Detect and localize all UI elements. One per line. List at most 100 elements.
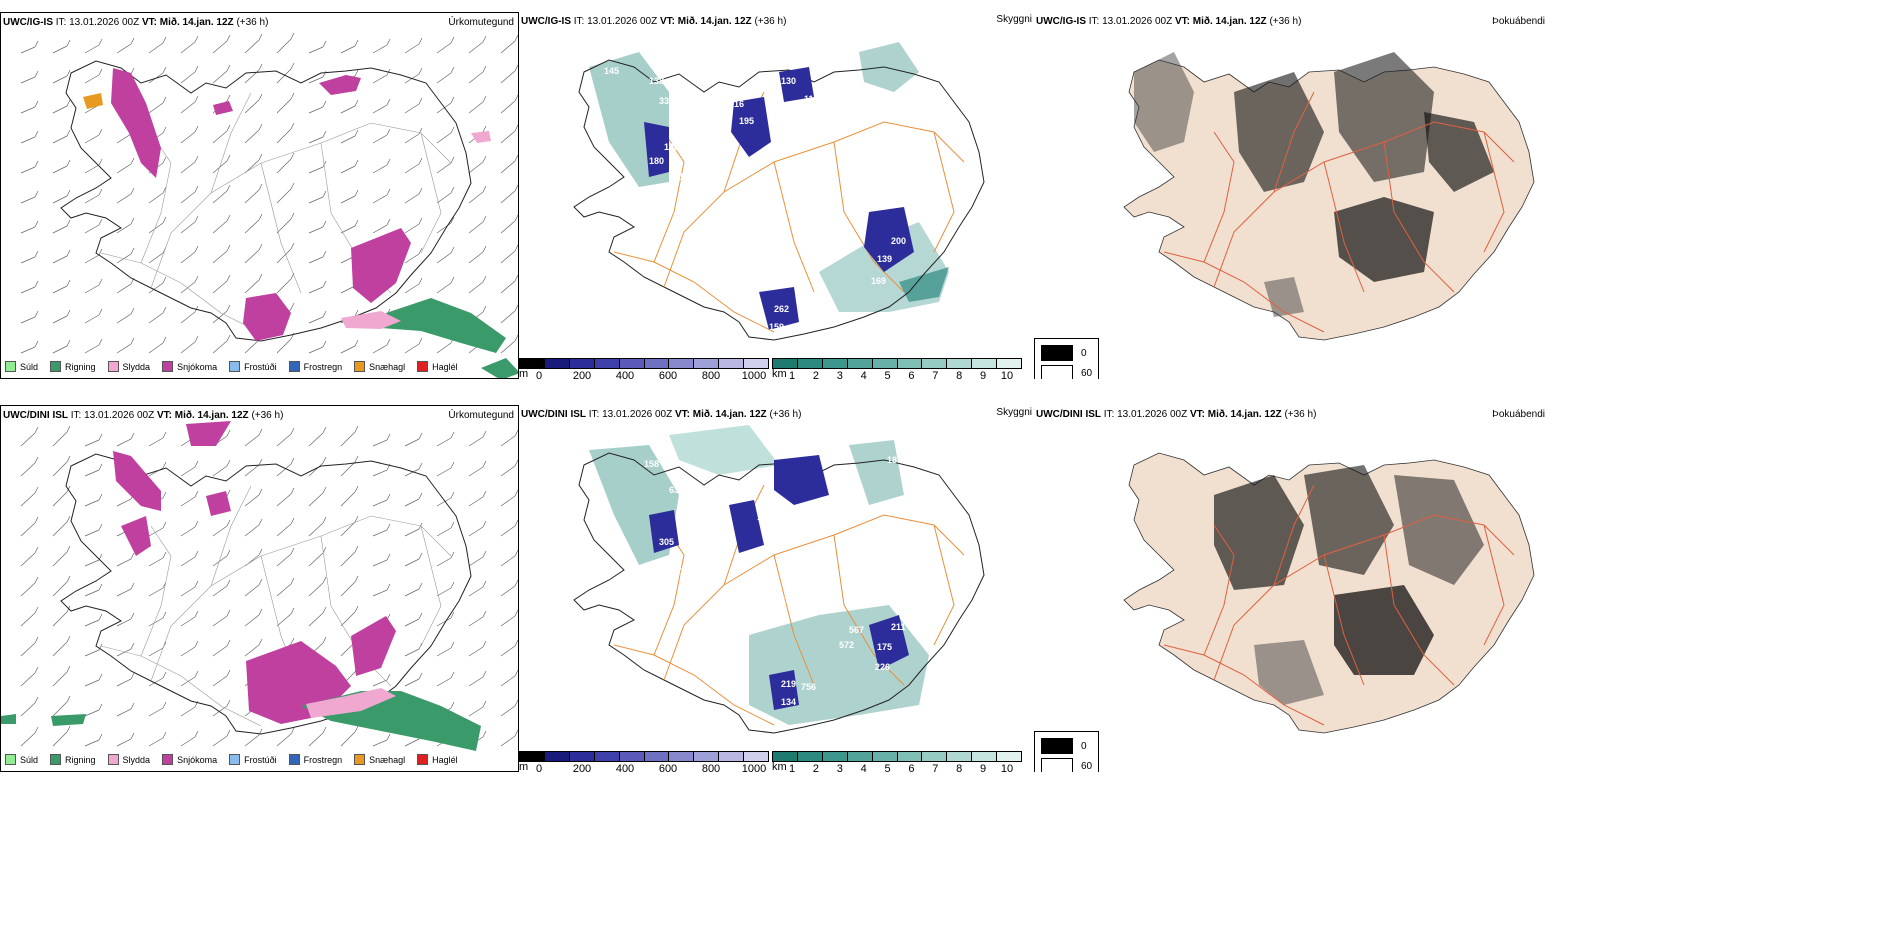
- wind-barb-tick: [322, 280, 327, 288]
- wind-barb-tick: [66, 635, 71, 643]
- wind-barb: [340, 551, 356, 567]
- wind-barb-tick: [354, 129, 359, 137]
- wind-barb: [180, 131, 196, 144]
- wind-barb: [180, 221, 196, 234]
- wind-barb: [244, 614, 260, 627]
- wind-barb: [52, 461, 68, 477]
- colorbar-tick: 600: [658, 763, 678, 772]
- legend-swatch: [417, 361, 429, 372]
- wind-barb: [404, 528, 420, 537]
- wind-barb: [116, 648, 132, 657]
- wind-barb-tick: [226, 274, 231, 282]
- wind-barb: [308, 612, 324, 627]
- wind-barb: [244, 219, 260, 234]
- wind-barb: [436, 467, 452, 477]
- wind-barb: [436, 192, 452, 204]
- wind-barb: [404, 738, 420, 747]
- wind-barb: [500, 100, 516, 114]
- wind-barb: [212, 705, 228, 717]
- wind-barb-tick: [354, 545, 359, 553]
- cloud-base-label: 116: [804, 94, 819, 104]
- wind-barb-tick: [450, 551, 455, 559]
- wind-barb-tick: [290, 607, 295, 615]
- colorbar-segment: [897, 359, 923, 368]
- wind-barb: [436, 102, 452, 114]
- colorbar-segment: [569, 359, 595, 368]
- wind-barb-tick: [98, 338, 103, 346]
- wind-barb-tick: [418, 37, 423, 45]
- fog-legend-swatch: [1041, 345, 1073, 361]
- wind-barb: [84, 44, 100, 54]
- wind-barb-tick: [482, 125, 487, 133]
- cloud-base-label: 158: [644, 459, 659, 469]
- colorbar-segment: [797, 359, 823, 368]
- legend-item: Frostregn: [288, 754, 342, 765]
- wind-barb: [468, 676, 484, 687]
- wind-barb-tick: [162, 731, 167, 739]
- wind-barb: [180, 281, 196, 294]
- colorbar-segment: [773, 359, 798, 368]
- wind-barb: [148, 102, 164, 114]
- wind-barb: [372, 499, 388, 507]
- wind-barb: [468, 281, 484, 294]
- wind-barb-tick: [162, 306, 167, 314]
- wind-barb-tick: [290, 727, 295, 735]
- wind-barb: [500, 585, 516, 597]
- wind-barb: [404, 468, 420, 477]
- wind-barb: [84, 529, 100, 537]
- colorbar-tick: 8: [956, 370, 963, 379]
- cloud-base-label: 134: [781, 697, 796, 707]
- wind-barb: [468, 496, 484, 507]
- wind-barb-tick: [34, 696, 39, 704]
- wind-barb: [340, 461, 356, 477]
- wind-barb: [244, 279, 260, 294]
- wind-barb: [116, 43, 132, 54]
- legend-item: Snjókoma: [162, 361, 217, 372]
- wind-barb: [212, 160, 228, 174]
- wind-barb-tick: [450, 461, 455, 469]
- wind-barb: [500, 340, 516, 354]
- wind-barb: [20, 522, 36, 537]
- wind-barb: [244, 464, 260, 477]
- wind-barb: [340, 135, 356, 144]
- colorbar-tick: 10: [1000, 370, 1014, 379]
- wind-barb-tick: [482, 520, 487, 528]
- wind-barb: [276, 553, 292, 567]
- wind-barb-tick: [450, 126, 455, 134]
- cloud-base-labels: 158 630 305 73 136 187 131 567 572 211 175 226 219 13…: [644, 455, 906, 707]
- wind-barb: [180, 496, 196, 507]
- wind-barb-tick: [34, 40, 39, 48]
- wind-barb-tick: [66, 455, 71, 463]
- wind-barb: [468, 191, 484, 204]
- wind-barb-tick: [130, 642, 135, 650]
- wind-barb: [180, 466, 196, 477]
- legend-label: Snæhagl: [369, 754, 406, 765]
- wind-barb: [276, 218, 292, 234]
- visibility-map-row2: UWC/DINI ISL IT: 13.01.2026 00Z VT: Mið.…: [519, 405, 1034, 772]
- wind-barb: [244, 434, 260, 447]
- wind-barb: [468, 161, 484, 174]
- wind-barb-tick: [194, 700, 199, 708]
- visibility-shading: [589, 42, 949, 312]
- wind-barb: [372, 104, 388, 114]
- legend-item: Súld: [5, 361, 38, 372]
- colorbar-tick: 4: [860, 370, 867, 379]
- wind-barb: [244, 189, 260, 204]
- wind-barb-tick: [354, 339, 359, 347]
- wind-barb-tick: [66, 219, 71, 227]
- wind-barb-tick: [514, 639, 518, 647]
- wind-barb-tick: [194, 730, 199, 738]
- wind-barb: [84, 164, 100, 174]
- precip-type-map-row2: UWC/DINI ISL IT: 13.01.2026 00Z VT: Mið.…: [0, 405, 519, 772]
- wind-barb-tick: [482, 430, 487, 438]
- wind-barb: [468, 71, 484, 84]
- wind-barb-tick: [482, 460, 487, 468]
- wind-barb-tick: [354, 39, 359, 47]
- wind-barb-tick: [386, 158, 391, 166]
- colorbar-tick: 7: [932, 370, 939, 379]
- wind-barb: [436, 162, 452, 174]
- wind-barb-tick: [322, 250, 327, 258]
- legend-label: Slydda: [122, 361, 151, 372]
- legend-label: Frostregn: [303, 361, 343, 372]
- wind-barb-tick: [418, 492, 423, 500]
